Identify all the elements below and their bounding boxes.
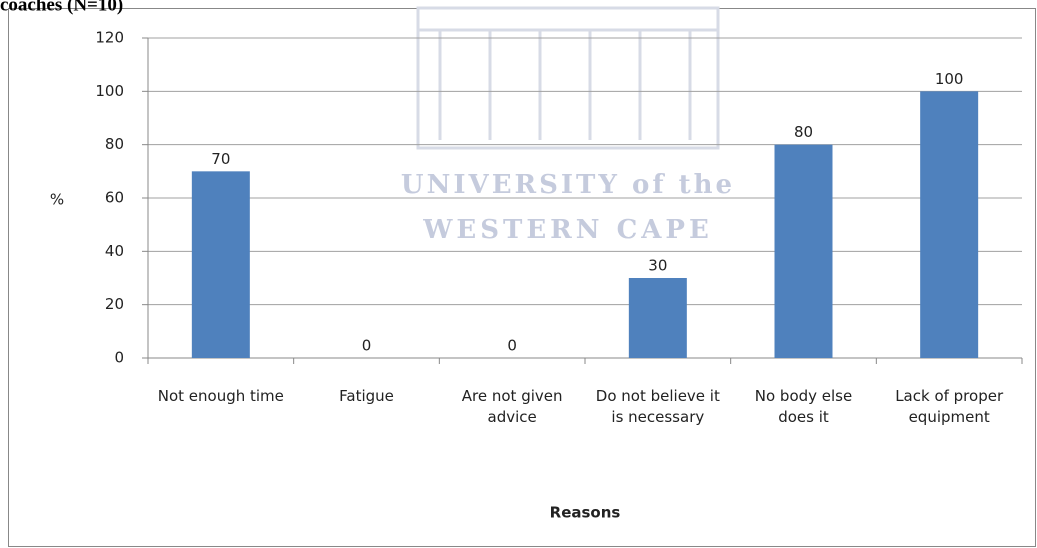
- chart-border: [8, 8, 1036, 547]
- value-label: 0: [362, 337, 372, 355]
- bar: [191, 171, 250, 358]
- value-label: 80: [794, 123, 813, 141]
- y-axis-label: %: [50, 191, 64, 209]
- y-tick-label: 40: [105, 242, 124, 260]
- watermark-line: UNIVERSITY of the: [401, 170, 735, 200]
- bar: [920, 91, 979, 358]
- y-tick-label: 80: [105, 135, 124, 153]
- x-tick-label: Fatigue: [339, 387, 394, 405]
- x-tick-label: No body else does it: [754, 387, 853, 426]
- x-tick-label: Lack of proper equipment: [895, 387, 1004, 426]
- value-label: 0: [507, 337, 517, 355]
- value-label: 100: [935, 70, 964, 88]
- y-tick-label: 120: [95, 29, 124, 47]
- bar: [774, 144, 833, 358]
- x-tick-label: Are not given advice: [461, 387, 563, 426]
- bar: [628, 278, 687, 358]
- x-tick-label: Do not believe it is necessary: [595, 387, 720, 426]
- chart-title: coaches (N=10): [0, 0, 123, 15]
- watermark-line: WESTERN CAPE: [422, 215, 713, 245]
- y-tick-label: 60: [105, 189, 124, 207]
- y-tick-label: 0: [114, 349, 124, 367]
- value-label: 70: [211, 150, 230, 168]
- value-label: 30: [648, 257, 667, 275]
- watermark-building: [416, 6, 720, 150]
- y-tick-label: 100: [95, 82, 124, 100]
- x-axis-label: Reasons: [550, 504, 621, 522]
- x-tick-label: Not enough time: [157, 387, 284, 405]
- y-tick-label: 20: [105, 295, 124, 313]
